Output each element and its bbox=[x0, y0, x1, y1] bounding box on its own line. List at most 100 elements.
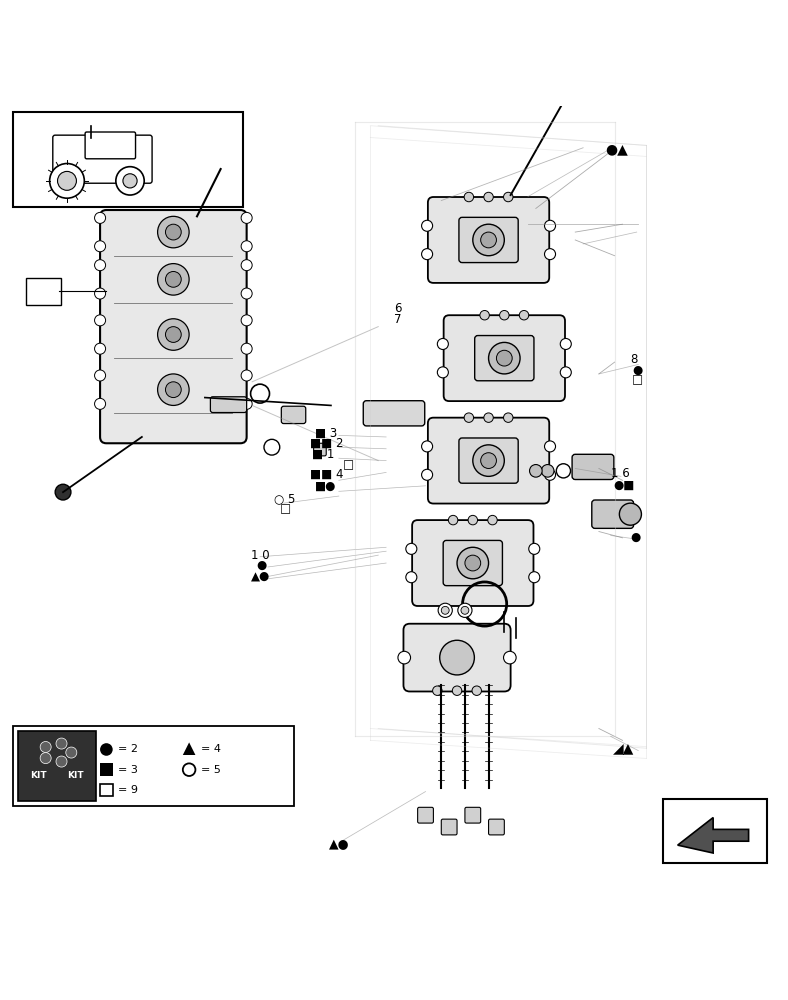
Text: ▲●: ▲● bbox=[251, 570, 269, 583]
Circle shape bbox=[241, 315, 252, 326]
Circle shape bbox=[398, 651, 411, 664]
Circle shape bbox=[437, 338, 448, 349]
Polygon shape bbox=[678, 818, 749, 853]
Circle shape bbox=[500, 310, 509, 320]
Circle shape bbox=[530, 465, 542, 477]
Circle shape bbox=[464, 413, 474, 422]
Text: = 5: = 5 bbox=[201, 765, 221, 775]
Circle shape bbox=[473, 224, 504, 256]
Circle shape bbox=[165, 224, 181, 240]
Circle shape bbox=[406, 572, 417, 583]
Circle shape bbox=[241, 398, 252, 409]
FancyBboxPatch shape bbox=[85, 132, 136, 159]
Text: □: □ bbox=[632, 374, 643, 387]
FancyBboxPatch shape bbox=[459, 438, 519, 483]
Circle shape bbox=[56, 738, 67, 749]
Circle shape bbox=[457, 547, 489, 579]
Circle shape bbox=[422, 220, 433, 231]
Circle shape bbox=[422, 441, 433, 452]
Circle shape bbox=[422, 249, 433, 260]
Circle shape bbox=[95, 315, 106, 326]
Circle shape bbox=[545, 220, 556, 231]
Text: ●: ● bbox=[632, 363, 642, 376]
Circle shape bbox=[464, 192, 474, 202]
Circle shape bbox=[541, 465, 554, 477]
FancyBboxPatch shape bbox=[18, 731, 96, 801]
Circle shape bbox=[504, 413, 513, 422]
Circle shape bbox=[484, 192, 493, 202]
Circle shape bbox=[406, 543, 417, 554]
Circle shape bbox=[183, 763, 195, 776]
Text: ○ 5: ○ 5 bbox=[274, 492, 296, 505]
Circle shape bbox=[484, 413, 493, 422]
FancyBboxPatch shape bbox=[443, 540, 503, 586]
Circle shape bbox=[95, 212, 106, 223]
Circle shape bbox=[241, 288, 252, 299]
Circle shape bbox=[489, 342, 520, 374]
Circle shape bbox=[58, 171, 76, 190]
FancyBboxPatch shape bbox=[210, 397, 247, 413]
Text: ■●: ■● bbox=[315, 479, 336, 492]
Text: ●: ● bbox=[630, 531, 641, 544]
Circle shape bbox=[40, 741, 51, 753]
Circle shape bbox=[441, 606, 449, 614]
Text: ■■ 2: ■■ 2 bbox=[310, 437, 344, 450]
Circle shape bbox=[158, 216, 189, 248]
FancyBboxPatch shape bbox=[444, 315, 565, 401]
Circle shape bbox=[519, 310, 529, 320]
Circle shape bbox=[66, 747, 77, 758]
Text: = 2: = 2 bbox=[118, 744, 138, 754]
Circle shape bbox=[481, 453, 496, 468]
Circle shape bbox=[504, 651, 516, 664]
Circle shape bbox=[116, 167, 144, 195]
Circle shape bbox=[448, 515, 458, 525]
FancyBboxPatch shape bbox=[465, 807, 481, 823]
Circle shape bbox=[165, 271, 181, 287]
Circle shape bbox=[545, 249, 556, 260]
Circle shape bbox=[158, 264, 189, 295]
FancyBboxPatch shape bbox=[100, 784, 113, 796]
FancyBboxPatch shape bbox=[428, 418, 549, 504]
Circle shape bbox=[40, 753, 51, 764]
Circle shape bbox=[458, 603, 472, 617]
FancyBboxPatch shape bbox=[281, 406, 306, 424]
Text: ●: ● bbox=[256, 559, 266, 572]
Text: 7: 7 bbox=[394, 313, 402, 326]
Text: ■ 1: ■ 1 bbox=[312, 448, 334, 461]
Polygon shape bbox=[183, 742, 195, 755]
Text: ●■: ●■ bbox=[613, 479, 634, 492]
Text: □: □ bbox=[343, 458, 354, 471]
FancyBboxPatch shape bbox=[412, 520, 533, 606]
Circle shape bbox=[55, 484, 71, 500]
FancyBboxPatch shape bbox=[428, 197, 549, 283]
Circle shape bbox=[95, 241, 106, 252]
FancyBboxPatch shape bbox=[572, 454, 614, 480]
Circle shape bbox=[545, 441, 556, 452]
Circle shape bbox=[560, 367, 571, 378]
Circle shape bbox=[213, 161, 229, 177]
Text: ■ 3: ■ 3 bbox=[315, 427, 337, 440]
FancyBboxPatch shape bbox=[363, 401, 425, 426]
Circle shape bbox=[472, 686, 481, 695]
Circle shape bbox=[437, 367, 448, 378]
Circle shape bbox=[461, 606, 469, 614]
Text: = 4: = 4 bbox=[201, 744, 221, 754]
Circle shape bbox=[438, 603, 452, 617]
Circle shape bbox=[95, 260, 106, 271]
Circle shape bbox=[95, 398, 106, 409]
Text: ◢▲: ◢▲ bbox=[613, 741, 634, 755]
Circle shape bbox=[496, 350, 512, 366]
Circle shape bbox=[452, 686, 462, 695]
Circle shape bbox=[619, 503, 641, 525]
Text: ▲●: ▲● bbox=[329, 838, 350, 851]
Circle shape bbox=[241, 212, 252, 223]
Circle shape bbox=[95, 370, 106, 381]
Text: KIT: KIT bbox=[68, 771, 84, 780]
Text: KIT: KIT bbox=[30, 771, 46, 780]
FancyBboxPatch shape bbox=[100, 210, 247, 443]
Text: 6: 6 bbox=[394, 302, 402, 315]
FancyBboxPatch shape bbox=[53, 135, 152, 183]
Circle shape bbox=[241, 343, 252, 354]
Circle shape bbox=[241, 370, 252, 381]
Circle shape bbox=[100, 743, 113, 756]
